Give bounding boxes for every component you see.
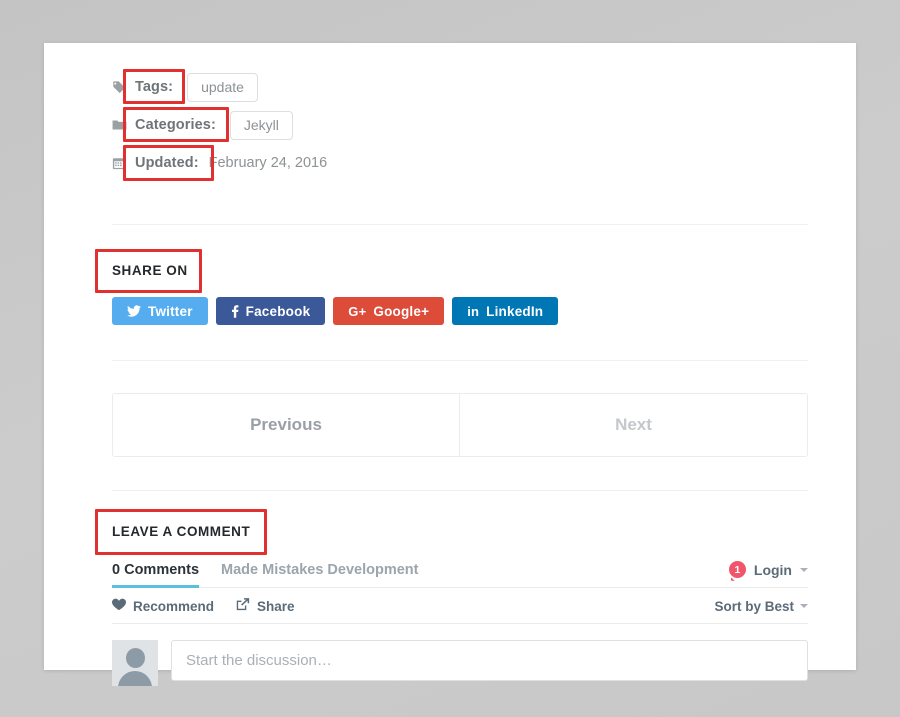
comment-compose-row — [112, 624, 808, 686]
recommend-label: Recommend — [133, 598, 215, 614]
calendar-icon — [112, 156, 130, 170]
post-pagination: Previous Next — [112, 361, 808, 457]
meta-row-categories: Categories: Jekyll — [112, 107, 808, 143]
annotation-box-categories: Categories: — [123, 107, 229, 142]
pagination-previous-label: Previous — [250, 415, 322, 434]
annotation-box-share-on: SHARE ON — [95, 249, 202, 293]
disqus-actions-left: Recommend Share — [112, 598, 295, 614]
twitter-bird-icon — [127, 305, 141, 317]
pagination-next-label: Next — [615, 415, 652, 434]
share-button-googleplus[interactable]: G+ Google+ — [333, 297, 445, 325]
avatar — [112, 640, 158, 686]
google-plus-icon: G+ — [348, 303, 367, 319]
linkedin-in-icon: in — [467, 303, 480, 319]
annotation-box-tags: Tags: — [122, 69, 186, 104]
login-label[interactable]: Login — [753, 561, 792, 578]
share-button-facebook[interactable]: Facebook — [215, 297, 326, 325]
post-meta: Tags: update Categories: Jekyll — [112, 43, 808, 181]
divider-after-share — [112, 360, 808, 361]
chevron-down-icon-sort[interactable] — [800, 604, 808, 608]
share-comment-button[interactable]: Share — [236, 598, 295, 614]
share-comment-label: Share — [257, 598, 295, 614]
recommend-button[interactable]: Recommend — [112, 598, 214, 614]
divider-after-pagination — [112, 490, 808, 491]
share-button-linkedin[interactable]: in LinkedIn — [452, 297, 559, 325]
tag-pill-update[interactable]: update — [187, 72, 258, 102]
annotation-box-leave-a-comment: LEAVE A COMMENT — [94, 509, 268, 555]
avatar-head — [125, 648, 145, 668]
tab-site-name[interactable]: Made Mistakes Development — [221, 562, 419, 578]
avatar-body — [118, 671, 152, 686]
comment-input[interactable] — [171, 640, 808, 681]
folder-icon — [112, 118, 130, 132]
meta-label-updated: Updated: — [135, 155, 199, 171]
disqus-login-area: 1 Login — [728, 561, 808, 578]
content-card: Tags: update Categories: Jekyll — [44, 43, 856, 686]
share-button-twitter[interactable]: Twitter — [112, 297, 208, 325]
meta-row-tags: Tags: update — [112, 69, 808, 105]
meta-label-categories: Categories: — [135, 117, 216, 133]
disqus-action-bar: Recommend Share — [112, 588, 808, 624]
disqus-tabs-left: 0 Comments Made Mistakes Development — [112, 562, 419, 588]
tab-comments-count[interactable]: 0 Comments — [112, 562, 200, 588]
sort-by-control[interactable]: Sort by Best — [714, 599, 808, 614]
share-button-facebook-label: Facebook — [245, 303, 311, 319]
pagination-next[interactable]: Next — [460, 394, 807, 456]
share-on-heading: SHARE ON — [112, 263, 188, 278]
notification-badge[interactable]: 1 — [728, 561, 746, 578]
chevron-down-icon[interactable] — [800, 567, 808, 572]
meta-row-updated: Updated: February 24, 2016 — [112, 145, 808, 181]
annotation-box-updated: Updated: — [123, 145, 214, 181]
social-share-buttons: Twitter Facebook G+ Google+ — [112, 297, 808, 325]
updated-date-value: February 24, 2016 — [208, 155, 328, 171]
share-button-twitter-label: Twitter — [148, 303, 193, 319]
pagination-previous[interactable]: Previous — [113, 394, 460, 456]
share-export-icon — [236, 598, 250, 614]
content-inner: Tags: update Categories: Jekyll — [94, 43, 808, 686]
meta-label-tags: Tags: — [135, 79, 174, 95]
share-button-linkedin-label: LinkedIn — [486, 303, 544, 319]
tag-icon — [112, 80, 130, 94]
heart-icon — [112, 598, 126, 614]
share-button-googleplus-label: Google+ — [373, 303, 430, 319]
sort-by-label: Sort by Best — [714, 598, 794, 614]
category-pill-jekyll[interactable]: Jekyll — [229, 110, 293, 140]
facebook-f-icon — [231, 304, 239, 318]
share-section: SHARE ON Twitter — [95, 225, 808, 325]
leave-a-comment-heading: LEAVE A COMMENT — [112, 524, 251, 539]
disqus-tab-bar: 0 Comments Made Mistakes Development 1 L… — [112, 561, 808, 588]
divider-after-meta — [112, 224, 808, 225]
comments-section: LEAVE A COMMENT 0 Comments Made Mistakes… — [94, 491, 808, 686]
